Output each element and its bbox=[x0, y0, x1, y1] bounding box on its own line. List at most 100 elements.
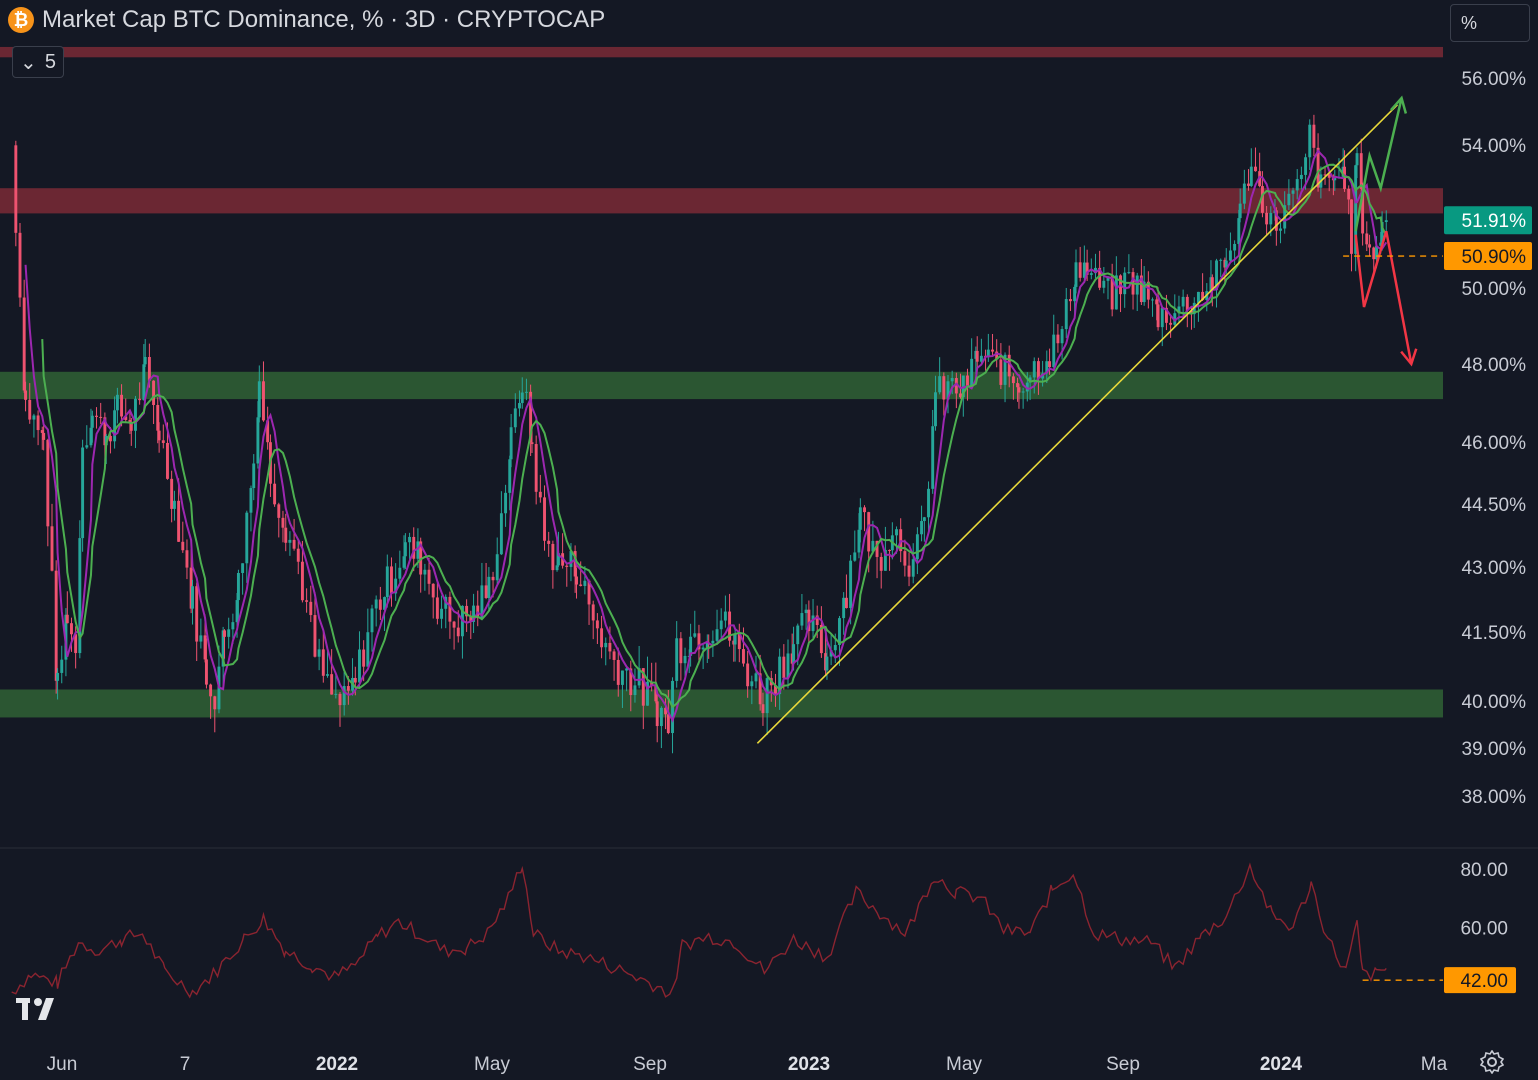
candle-body bbox=[472, 605, 476, 622]
candle-body bbox=[863, 507, 866, 513]
candle-body bbox=[1215, 260, 1218, 291]
candle-body bbox=[1260, 186, 1264, 213]
candle-body bbox=[1106, 276, 1110, 281]
candle-body bbox=[907, 565, 911, 577]
candle-body bbox=[792, 644, 796, 664]
candle-body bbox=[534, 444, 538, 492]
candle-body bbox=[1327, 174, 1331, 178]
chart-header: ₿ Market Cap BTC Dominance, % · 3D · CRY… bbox=[8, 6, 605, 34]
candle-body bbox=[524, 391, 528, 393]
candle-body bbox=[177, 500, 181, 542]
zones-layer bbox=[0, 46, 1443, 718]
symbol-title[interactable]: Market Cap BTC Dominance, % · 3D · CRYPT… bbox=[42, 6, 606, 33]
settings-gear-icon[interactable] bbox=[1479, 1049, 1505, 1075]
candle-body bbox=[1064, 299, 1068, 330]
candle-body bbox=[262, 381, 265, 421]
candle-body bbox=[1028, 377, 1032, 383]
candle-body bbox=[705, 642, 709, 648]
candles-layer bbox=[14, 114, 1388, 754]
candle-body bbox=[330, 674, 334, 695]
candle-body bbox=[1094, 267, 1097, 274]
candle-body bbox=[950, 378, 954, 382]
price-axis[interactable]: 56.00% 54.00% 50.00% 48.00% 46.00% 44.50% 43.0… bbox=[1444, 69, 1532, 808]
candle-body bbox=[530, 442, 534, 445]
candle-body bbox=[435, 597, 439, 619]
candle-body bbox=[50, 526, 54, 571]
candle-body bbox=[659, 707, 663, 727]
candle-body bbox=[235, 600, 239, 623]
candle-body bbox=[1238, 203, 1242, 219]
y-tick-label: 50.00% bbox=[1462, 279, 1527, 300]
candle-body bbox=[849, 560, 853, 609]
candle-body bbox=[931, 426, 935, 489]
candle-body bbox=[1060, 329, 1064, 344]
candle-body bbox=[697, 633, 701, 650]
candle-body bbox=[774, 685, 777, 695]
indicators-collapse-button[interactable]: ⌄ 5 bbox=[12, 46, 64, 78]
candle-body bbox=[1304, 157, 1308, 175]
candle-body bbox=[938, 376, 942, 393]
scale-unit-button[interactable]: % bbox=[1450, 4, 1530, 42]
candle-body bbox=[679, 638, 683, 664]
candle-body bbox=[1224, 260, 1228, 268]
candle-body bbox=[946, 381, 950, 400]
candle-body bbox=[1016, 383, 1020, 388]
candle-body bbox=[266, 420, 270, 443]
candle-body bbox=[995, 351, 999, 360]
candle-body bbox=[1347, 188, 1351, 200]
candle-body bbox=[431, 583, 435, 598]
candle-body bbox=[991, 349, 994, 352]
candle-body bbox=[1185, 296, 1189, 311]
y-tick-label: 46.00% bbox=[1462, 433, 1527, 454]
candle-body bbox=[203, 635, 207, 660]
x-tick-label: 2023 bbox=[788, 1054, 830, 1075]
candle-body bbox=[650, 681, 654, 686]
candle-body bbox=[231, 622, 235, 630]
candle-body bbox=[152, 380, 156, 405]
candle-body bbox=[883, 549, 887, 571]
candle-body bbox=[342, 686, 346, 706]
candle-body bbox=[1073, 286, 1077, 302]
candle-body bbox=[765, 678, 769, 714]
candle-body bbox=[1142, 281, 1146, 303]
candle-body bbox=[1156, 304, 1160, 328]
projection-up-arrow[interactable] bbox=[1354, 97, 1403, 232]
candle-body bbox=[1146, 281, 1150, 300]
candle-body bbox=[440, 608, 444, 619]
candle-body bbox=[583, 580, 587, 586]
y-tick-label: 41.50% bbox=[1462, 623, 1527, 644]
candle-body bbox=[1003, 354, 1007, 385]
projection-down-arrow[interactable] bbox=[1354, 230, 1413, 365]
candle-body bbox=[1372, 247, 1376, 260]
y-tick-label: 39.00% bbox=[1462, 739, 1527, 760]
candle-body bbox=[975, 350, 979, 362]
arrowhead-icon bbox=[1400, 348, 1418, 367]
candle-body bbox=[1036, 361, 1040, 379]
candle-body bbox=[1379, 242, 1383, 246]
candle-body bbox=[181, 541, 185, 551]
time-axis[interactable]: Jun 7 2022 May Sep 2023 May Sep 2024 Ma bbox=[47, 1054, 1448, 1075]
candle-body bbox=[838, 618, 841, 645]
rsi-line bbox=[11, 862, 1387, 999]
candle-body bbox=[1139, 275, 1143, 303]
candle-body bbox=[124, 416, 128, 420]
candle-body bbox=[857, 529, 861, 553]
candle-body bbox=[223, 630, 226, 637]
candle-body bbox=[1021, 391, 1025, 393]
candle-body bbox=[587, 580, 591, 605]
candle-body bbox=[999, 359, 1003, 385]
candle-body bbox=[750, 681, 754, 687]
y-tick-label: 40.00% bbox=[1462, 692, 1527, 713]
rsi-y-tick-label: 60.00 bbox=[1460, 919, 1508, 940]
candle-body bbox=[683, 655, 687, 664]
candle-body bbox=[655, 701, 659, 727]
candle-body bbox=[89, 427, 93, 446]
candle-body bbox=[134, 398, 137, 431]
candle-body bbox=[292, 539, 296, 549]
candle-body bbox=[758, 673, 762, 705]
candle-body bbox=[1127, 272, 1131, 274]
candle-body bbox=[899, 529, 903, 552]
trendline[interactable] bbox=[756, 104, 1398, 744]
candle-body bbox=[54, 570, 58, 681]
